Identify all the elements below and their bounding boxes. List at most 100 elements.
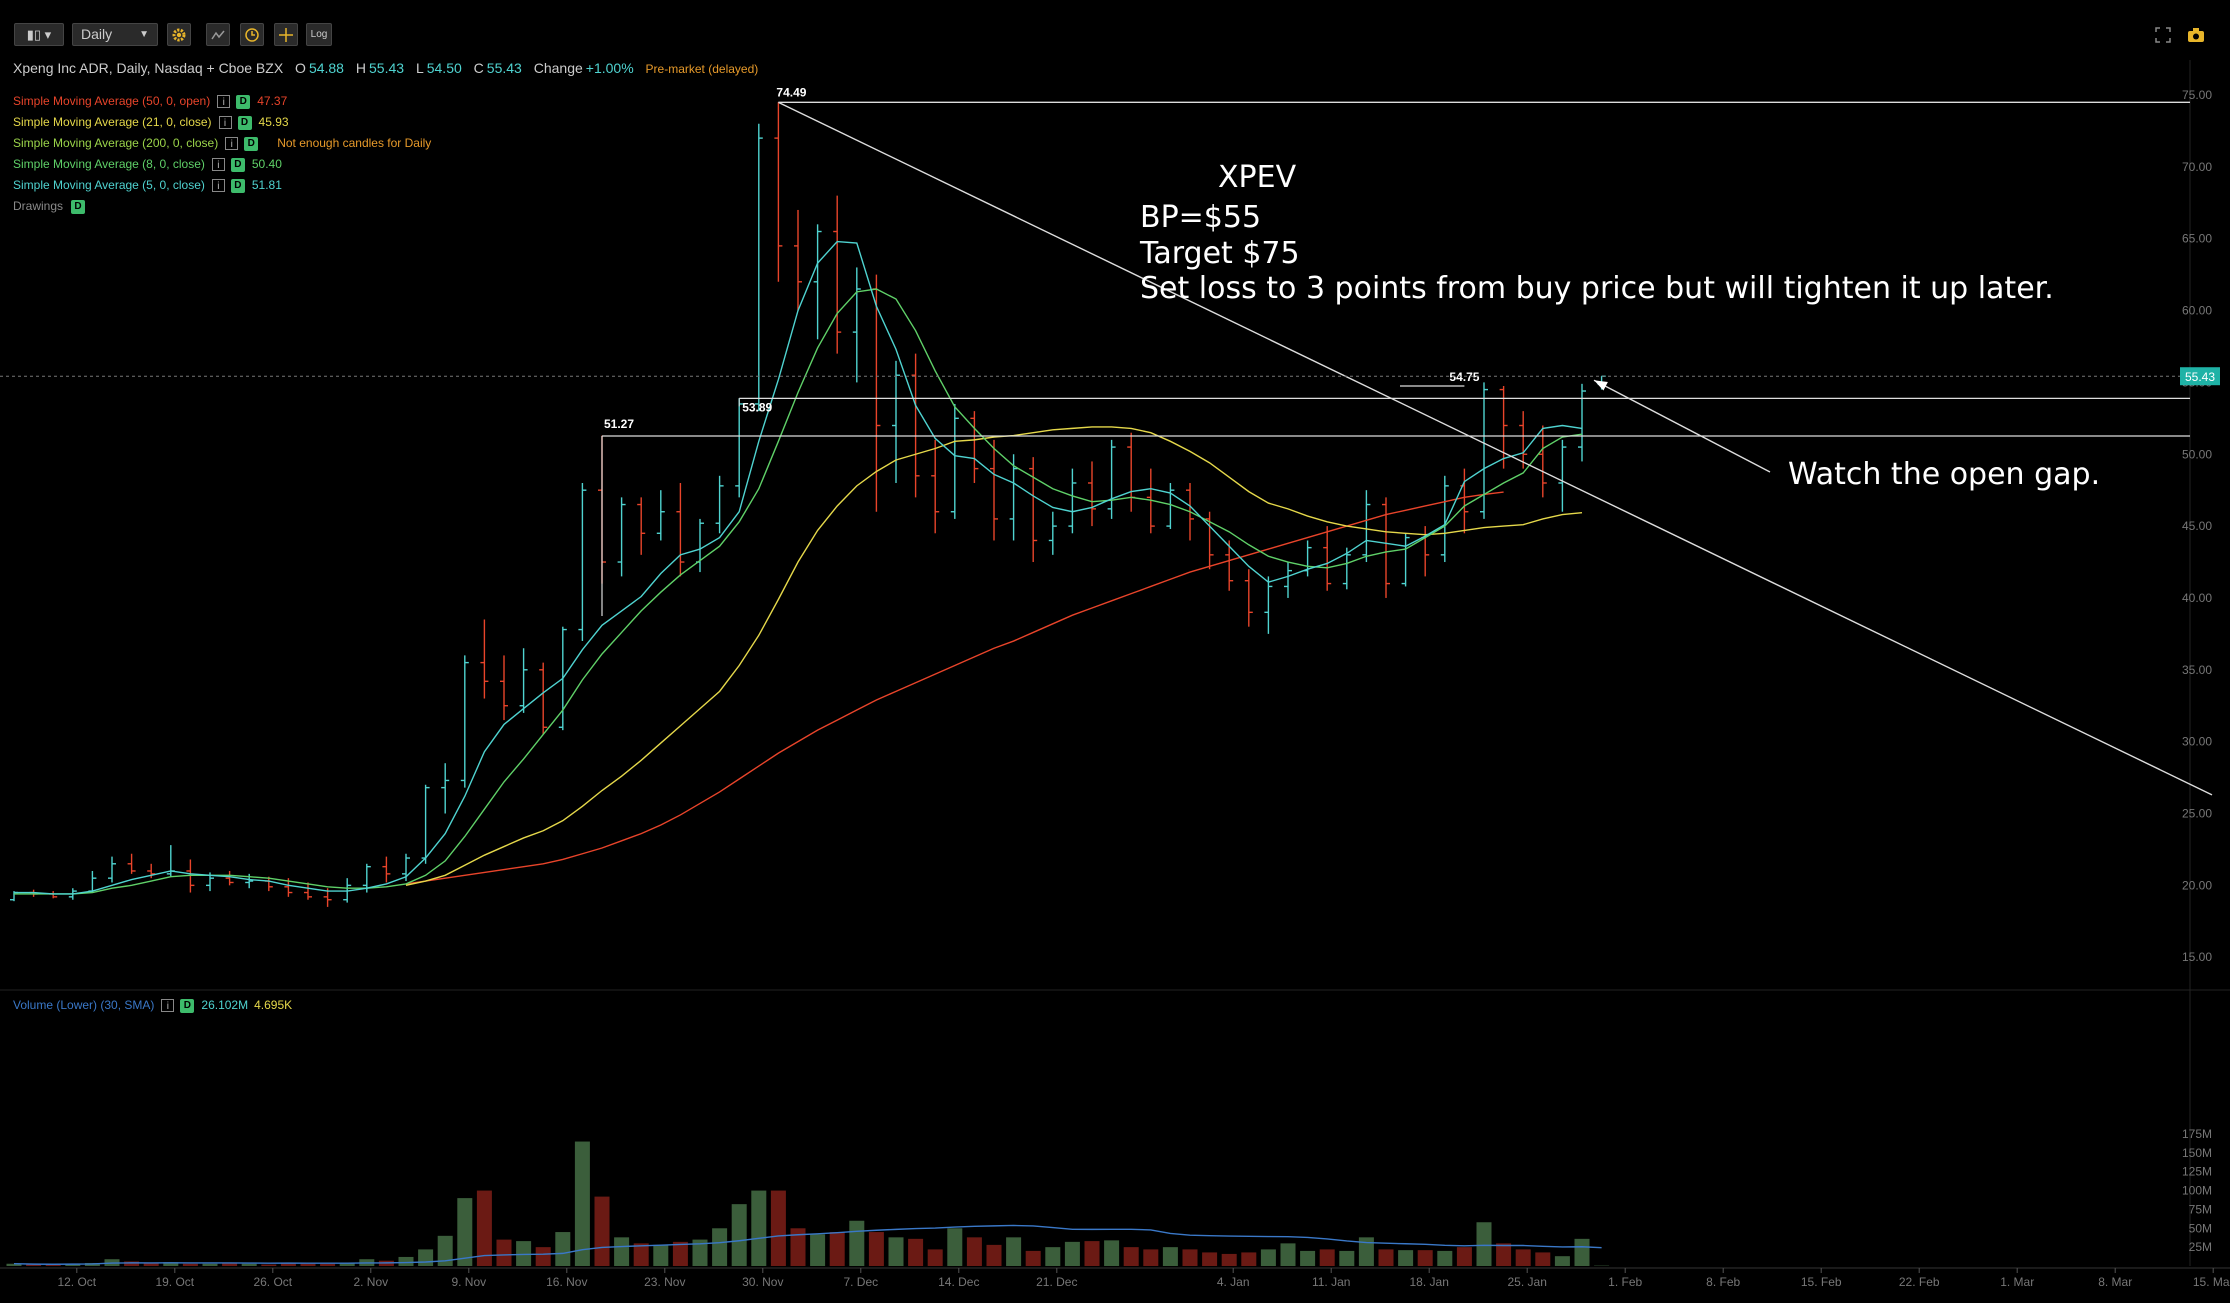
downtrend-line <box>778 101 2213 796</box>
d-badge[interactable]: D <box>71 199 86 214</box>
studies-button[interactable] <box>206 23 230 46</box>
annotation-title: XPEV <box>1218 160 1297 195</box>
time-button[interactable] <box>240 23 264 46</box>
price-tick-label: 50.00 <box>2182 447 2212 461</box>
sma8-line <box>14 288 1583 895</box>
time-tick-label: 23. Nov <box>644 1275 685 1289</box>
log-scale-button[interactable]: Log <box>306 23 332 46</box>
crosshair-button[interactable] <box>274 23 298 46</box>
time-tick-label: 18. Jan <box>1410 1275 1449 1289</box>
volume-bar <box>163 1262 179 1266</box>
annotation-gap-note: Watch the open gap. <box>1788 457 2101 492</box>
time-tick-label: 15. Feb <box>1801 1275 1842 1289</box>
info-icon[interactable]: i <box>161 999 175 1013</box>
study-sma200-name: Simple Moving Average (200, 0, close) <box>13 136 219 150</box>
volume-bar <box>241 1263 257 1266</box>
volume-bar <box>1123 1247 1139 1266</box>
study-sma21[interactable]: Simple Moving Average (21, 0, close) i D 45… <box>13 115 289 130</box>
study-volume-value1: 26.102M <box>201 998 249 1012</box>
snapshot-button[interactable] <box>2186 26 2206 44</box>
volume-bar <box>280 1262 296 1266</box>
study-sma21-value: 45.93 <box>258 115 289 129</box>
volume-bar <box>633 1243 649 1266</box>
info-icon[interactable]: i <box>225 137 239 151</box>
price-tick-label: 35.00 <box>2182 663 2212 677</box>
price-tick-label: 65.00 <box>2182 232 2212 246</box>
volume-bar <box>1084 1241 1100 1266</box>
time-tick-label: 16. Nov <box>546 1275 587 1289</box>
volume-bar <box>1182 1249 1198 1266</box>
volume-bar <box>1260 1249 1276 1266</box>
volume-bar <box>555 1232 571 1266</box>
change-value: +1.00% <box>585 60 634 76</box>
time-tick-label: 11. Jan <box>1312 1275 1350 1289</box>
volume-bar <box>614 1237 630 1266</box>
volume-bar <box>516 1241 532 1266</box>
volume-bar <box>1104 1240 1120 1266</box>
volume-bar <box>1535 1252 1551 1266</box>
sma5-line <box>14 240 1583 895</box>
volume-bar <box>45 1264 61 1266</box>
price-tick-label: 15.00 <box>2182 950 2212 964</box>
log-label: Log <box>310 29 328 40</box>
volume-bar <box>26 1264 42 1266</box>
change-label: Change <box>533 60 583 76</box>
volume-bar <box>829 1232 845 1266</box>
info-icon[interactable]: i <box>211 158 225 172</box>
study-sma8-name: Simple Moving Average (8, 0, close) <box>13 157 205 171</box>
time-tick-label: 1. Feb <box>1608 1275 1642 1289</box>
study-sma5-name: Simple Moving Average (5, 0, close) <box>13 178 205 192</box>
volume-bar <box>712 1228 728 1266</box>
info-icon[interactable]: i <box>217 95 231 109</box>
time-tick-label: 8. Mar <box>2098 1275 2132 1289</box>
volume-bar <box>261 1264 277 1266</box>
timeframe-select[interactable]: Daily ▼ <box>72 23 158 46</box>
volume-bar <box>300 1263 316 1266</box>
volume-tick-label: 125M <box>2182 1165 2212 1179</box>
study-volume[interactable]: Volume (Lower) (30, SMA) i D 26.102M 4.695K <box>13 998 292 1013</box>
d-badge[interactable]: D <box>236 94 251 109</box>
chart-style-button[interactable]: ▮▯ ▾ <box>14 23 64 46</box>
volume-bar <box>1554 1256 1570 1266</box>
volume-bar <box>751 1190 767 1266</box>
volume-bar <box>1339 1250 1355 1266</box>
volume-sma-line <box>13 1224 1602 1265</box>
time-tick-label: 7. Dec <box>843 1275 878 1289</box>
price-tick-label: 40.00 <box>2182 591 2212 605</box>
volume-bar <box>1045 1247 1061 1266</box>
volume-bar <box>672 1241 688 1266</box>
volume-bar <box>65 1263 81 1266</box>
study-sma50[interactable]: Simple Moving Average (50, 0, open) i D 47.… <box>13 94 287 109</box>
open-value: 54.88 <box>308 60 344 76</box>
drawings-label: Drawings <box>13 199 64 213</box>
d-badge[interactable]: D <box>244 136 259 151</box>
price-tick-label: 45.00 <box>2182 519 2212 533</box>
study-sma200-value: Not enough candles for Daily <box>277 136 432 150</box>
study-sma5[interactable]: Simple Moving Average (5, 0, close) i D 51.… <box>13 178 282 193</box>
sma50-line <box>405 491 1504 885</box>
volume-tick-label: 50M <box>2189 1221 2212 1235</box>
info-icon[interactable]: i <box>211 179 225 193</box>
volume-bar <box>653 1244 669 1266</box>
info-icon[interactable]: i <box>218 116 232 130</box>
d-badge[interactable]: D <box>180 998 195 1013</box>
study-sma200[interactable]: Simple Moving Average (200, 0, close) i D N… <box>13 136 431 151</box>
settings-button[interactable] <box>167 23 191 46</box>
drawings-row[interactable]: Drawings D <box>13 199 92 214</box>
d-badge[interactable]: D <box>230 157 245 172</box>
d-badge[interactable]: D <box>237 115 252 130</box>
volume-bar <box>1221 1253 1237 1266</box>
volume-bar <box>790 1228 806 1266</box>
study-sma8[interactable]: Simple Moving Average (8, 0, close) i D 50.… <box>13 157 282 172</box>
last-price-tag <box>2180 367 2220 386</box>
volume-bar <box>810 1234 826 1266</box>
d-badge[interactable]: D <box>230 178 245 193</box>
volume-bar <box>986 1244 1002 1266</box>
volume-bar <box>1300 1250 1316 1266</box>
price-tick-label: 30.00 <box>2182 735 2212 749</box>
volume-bar <box>908 1238 924 1266</box>
volume-bar <box>1006 1237 1022 1266</box>
volume-bar <box>947 1228 963 1266</box>
fullscreen-button[interactable] <box>2154 26 2172 44</box>
